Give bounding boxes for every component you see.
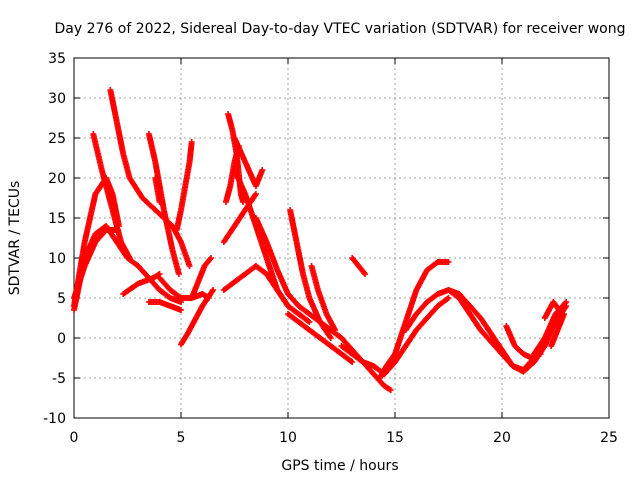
series-arc-30 (503, 323, 544, 361)
series-arc-16 (231, 135, 266, 189)
series-arc-9 (120, 271, 163, 297)
data-point (348, 358, 355, 365)
series-arc-18 (220, 263, 291, 309)
data-point (445, 259, 452, 265)
data-point (210, 287, 217, 293)
data-point (186, 263, 193, 269)
data-point (188, 139, 195, 145)
data-point (156, 199, 163, 205)
series-arc-33 (548, 311, 568, 349)
data-point (207, 256, 214, 263)
series-arc-21 (287, 207, 334, 341)
series-arc-32 (541, 299, 565, 321)
x-tick-label: 15 (386, 430, 404, 446)
y-tick-label: 10 (48, 251, 66, 267)
y-tick-label: 15 (48, 211, 66, 227)
data-point (362, 271, 369, 277)
data-point (445, 295, 452, 301)
data-point (327, 335, 334, 341)
x-tick-label: 0 (70, 430, 79, 446)
axis-ticks: 0 5 10 15 20 25 -10 -5 0 5 10 15 20 25 30 35 (43, 51, 618, 446)
x-tick-label: 25 (600, 430, 618, 446)
chart-title: Day 276 of 2022, Sidereal Day-to-day VTE… (55, 21, 626, 37)
data-point (178, 307, 184, 313)
series-arc-13 (188, 255, 214, 301)
x-tick-label: 20 (493, 430, 511, 446)
data-point (561, 311, 568, 317)
series-arc-7 (152, 175, 163, 205)
data-point (562, 300, 569, 307)
plot-frame (73, 57, 610, 419)
data-point (207, 255, 214, 261)
x-tick-label: 5 (177, 430, 186, 446)
y-tick-label: 5 (57, 291, 66, 307)
x-tick-label: 10 (279, 430, 297, 446)
series-arc-5 (107, 87, 193, 269)
series-arc-23 (285, 311, 356, 365)
grid-lines (74, 58, 609, 418)
data-point (444, 295, 451, 302)
y-tick-label: 30 (48, 91, 66, 107)
series-arc-24 (349, 255, 369, 277)
data-point (349, 359, 356, 365)
series-arc-8 (173, 139, 195, 233)
data-point (126, 255, 133, 261)
series-arc-26 (377, 259, 452, 381)
y-tick-label: -5 (52, 371, 66, 387)
data-point (252, 191, 259, 197)
series-arc-27 (381, 295, 452, 377)
series-arc-28 (402, 287, 570, 375)
data-point (332, 327, 339, 333)
data-point (306, 319, 313, 325)
data-point (563, 299, 570, 305)
series-arc-22 (308, 263, 339, 333)
data-point (259, 167, 266, 173)
y-tick-label: 35 (48, 51, 66, 67)
data-point (175, 271, 182, 277)
y-tick-label: 25 (48, 131, 66, 147)
data-point (537, 351, 544, 357)
data-point (387, 387, 394, 393)
y-tick-label: 0 (57, 331, 66, 347)
data-point (305, 318, 312, 325)
y-axis-label: SDTVAR / TECUs (7, 181, 23, 296)
data-point (361, 269, 368, 276)
y-tick-label: -10 (43, 411, 66, 427)
series-arc-4 (90, 131, 133, 261)
y-tick-label: 20 (48, 171, 66, 187)
x-axis-label: GPS time / hours (281, 458, 398, 474)
series-arc-10 (145, 299, 184, 313)
data-points (71, 87, 570, 393)
data-point (205, 295, 212, 301)
